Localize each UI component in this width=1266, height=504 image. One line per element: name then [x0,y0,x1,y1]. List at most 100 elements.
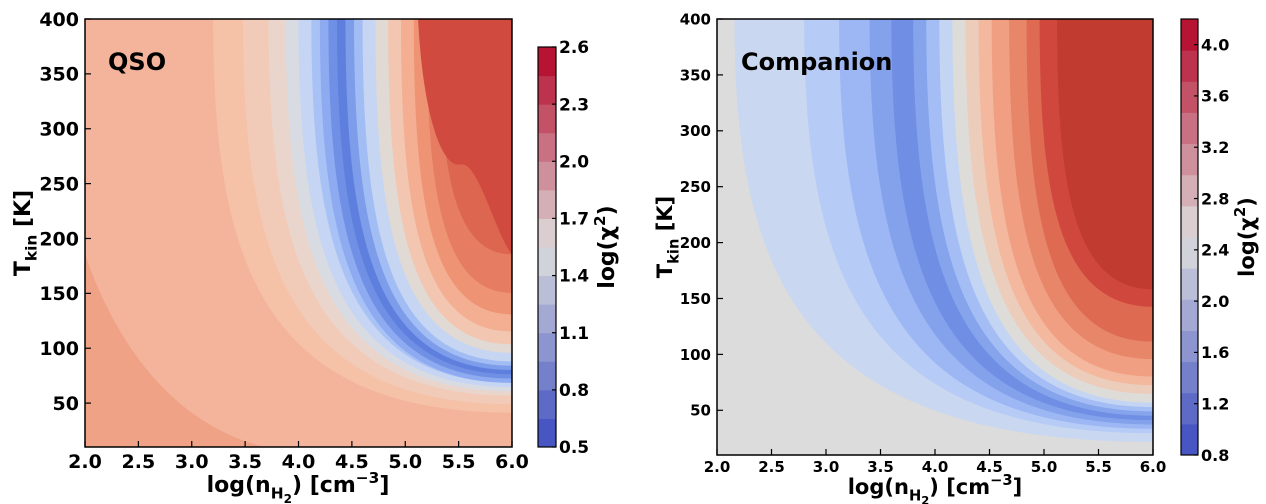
x-axis-label-part: log(n [207,473,271,498]
colorbar-tick-label: 1.4 [559,267,589,287]
x-tick-label: 5.0 [1031,458,1058,476]
x-axis-label-part: log(n [848,475,909,499]
y-tick-label: 200 [39,228,79,250]
colorbar-label-part: log(χ [595,226,620,289]
colorbar-band [1181,112,1198,145]
colorbar-tick-label: 4.0 [1201,35,1229,54]
colorbar-label-part: 2 [1232,207,1249,217]
x-tick-label: 5.5 [442,451,476,473]
y-tick-label: 150 [680,290,711,308]
colorbar-label-part: 2 [591,215,609,226]
x-tick-label: 2.0 [704,458,731,476]
colorbar-label-part: ) [1235,197,1259,207]
y-axis-label: Tkin [K] [11,190,41,276]
contour-band [1057,19,1153,290]
contour-band [418,19,512,255]
panel-title: QSO [108,48,166,76]
colorbar-tick-label: 1.1 [559,324,589,344]
panel-title: Companion [741,48,892,76]
colorbar-band [538,104,556,134]
x-tick-label: 5.5 [1085,458,1112,476]
colorbar-band [1181,205,1198,238]
x-axis-label-part: H [271,485,284,503]
x-axis-label-part: ) [cm [929,475,990,499]
x-axis-label-part: ] [379,473,389,498]
colorbar-band [538,275,556,305]
colorbar-band [538,418,556,448]
contour-field [717,19,1153,455]
y-tick-label: 300 [680,122,711,140]
y-tick-label: 400 [680,10,711,28]
colorbar-label: log(χ2) [591,205,620,288]
colorbar-label: log(χ2) [1232,197,1259,277]
x-tick-label: 4.0 [282,451,316,473]
colorbar-tick-label: 3.6 [1201,87,1229,106]
colorbar-band [1181,330,1198,363]
x-tick-label: 4.5 [335,451,369,473]
colorbar-tick-label: 1.7 [559,210,589,230]
colorbar-band [538,189,556,219]
y-tick-label: 100 [39,338,79,360]
colorbar-tick-label: 2.8 [1201,189,1229,208]
y-axis-label-part: kin [23,235,41,261]
colorbar-band [1181,143,1198,176]
x-tick-label: 2.5 [758,458,785,476]
x-axis-label-part: ] [1013,475,1023,499]
x-tick-label: 3.0 [813,458,840,476]
y-tick-label: 250 [680,178,711,196]
colorbar-tick-label: 2.0 [559,152,589,172]
y-tick-label: 400 [39,9,79,31]
y-axis-label-part: T [653,263,677,278]
colorbar-band [538,132,556,162]
y-tick-label: 200 [680,234,711,252]
x-axis-label-part: ) [cm [292,473,356,498]
colorbar-band [1181,268,1198,300]
colorbar-tick-label: 2.3 [559,95,589,115]
y-tick-label: 250 [39,173,79,195]
x-tick-label: 3.0 [175,451,209,473]
colorbar-band [538,389,556,419]
y-axis-label-part: [K] [653,196,677,239]
x-axis-label-part: H [909,487,921,504]
x-tick-label: 5.0 [388,451,422,473]
colorbar-band [1181,19,1198,51]
colorbar-tick-label: 2.0 [1201,292,1229,311]
colorbar-tick-label: 2.6 [559,38,589,58]
contour-band [85,254,265,447]
x-tick-label: 6.0 [495,451,529,473]
colorbar-band [1181,81,1198,113]
colorbar-band [538,361,556,391]
colorbar-band [538,47,556,77]
y-axis-label-part: [K] [11,190,36,235]
colorbar-band [1181,174,1198,207]
colorbar-band [1181,392,1198,425]
x-axis-label-part: −3 [356,469,380,487]
x-axis-label: log(nH2) [cm−3] [207,469,390,504]
colorbar-tick-label: 0.5 [559,438,589,458]
colorbar-frame [537,46,557,448]
y-tick-label: 150 [39,283,79,305]
colorbar-band [538,218,556,248]
colorbar-band [1181,50,1198,82]
colorbar-label-part: ) [595,205,620,215]
colorbar-band [1181,237,1198,269]
x-tick-label: 4.5 [976,458,1003,476]
colorbar-frame [1180,18,1199,456]
colorbar-label-part: log(χ [1235,217,1259,277]
colorbar-tick-label: 0.8 [1201,446,1229,465]
y-tick-label: 50 [690,402,711,420]
x-axis-label-part: −3 [990,472,1013,489]
x-axis-label-part: 2 [284,492,292,504]
x-tick-label: 4.0 [922,458,949,476]
colorbar-band [538,304,556,334]
colorbar-band [538,75,556,105]
x-axis-label-part: 2 [921,494,929,504]
y-tick-label: 100 [680,346,711,364]
x-tick-label: 2.5 [122,451,156,473]
x-tick-label: 3.5 [867,458,894,476]
contour-field [85,19,512,447]
y-tick-label: 350 [39,64,79,86]
colorbar-tick-label: 0.8 [559,381,589,401]
y-axis-label-part: kin [665,239,682,264]
